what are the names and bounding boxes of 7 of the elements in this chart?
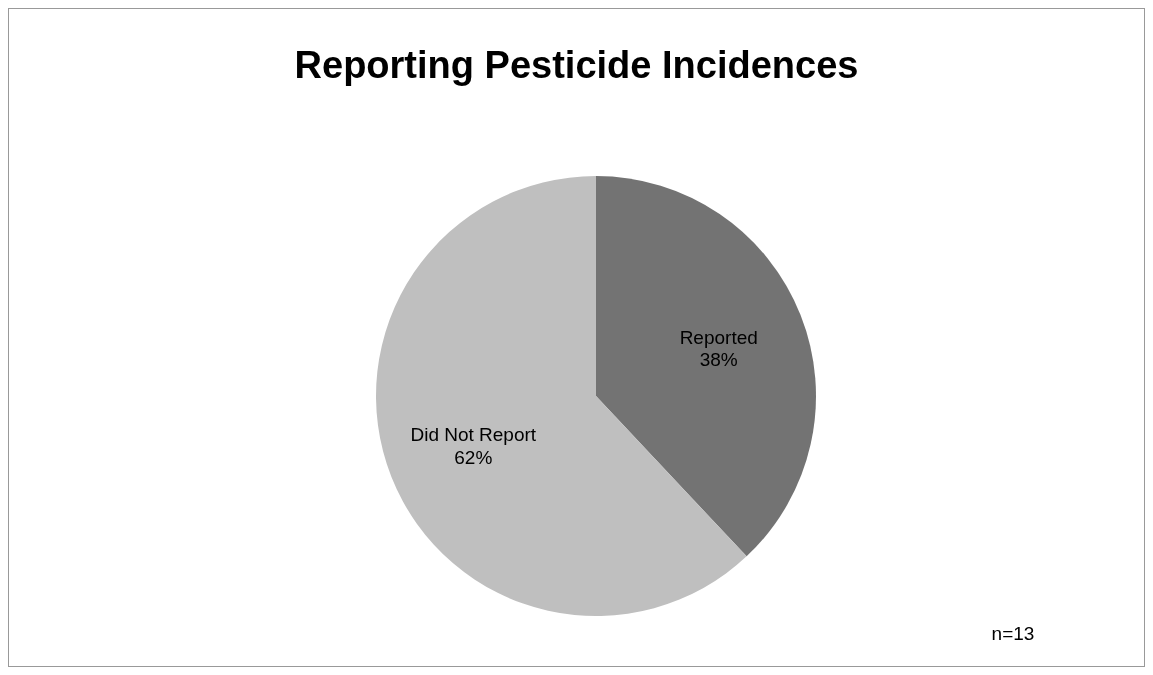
text: n=13 (991, 623, 1035, 644)
slice-label: Reported (679, 326, 758, 348)
pie-slice (596, 176, 816, 557)
slice-label: Did Not Report (410, 423, 537, 445)
data-label: 38% (699, 349, 738, 371)
data-label: 62% (454, 446, 493, 468)
chart-title: Reporting Pesticide Incidences (294, 44, 859, 86)
